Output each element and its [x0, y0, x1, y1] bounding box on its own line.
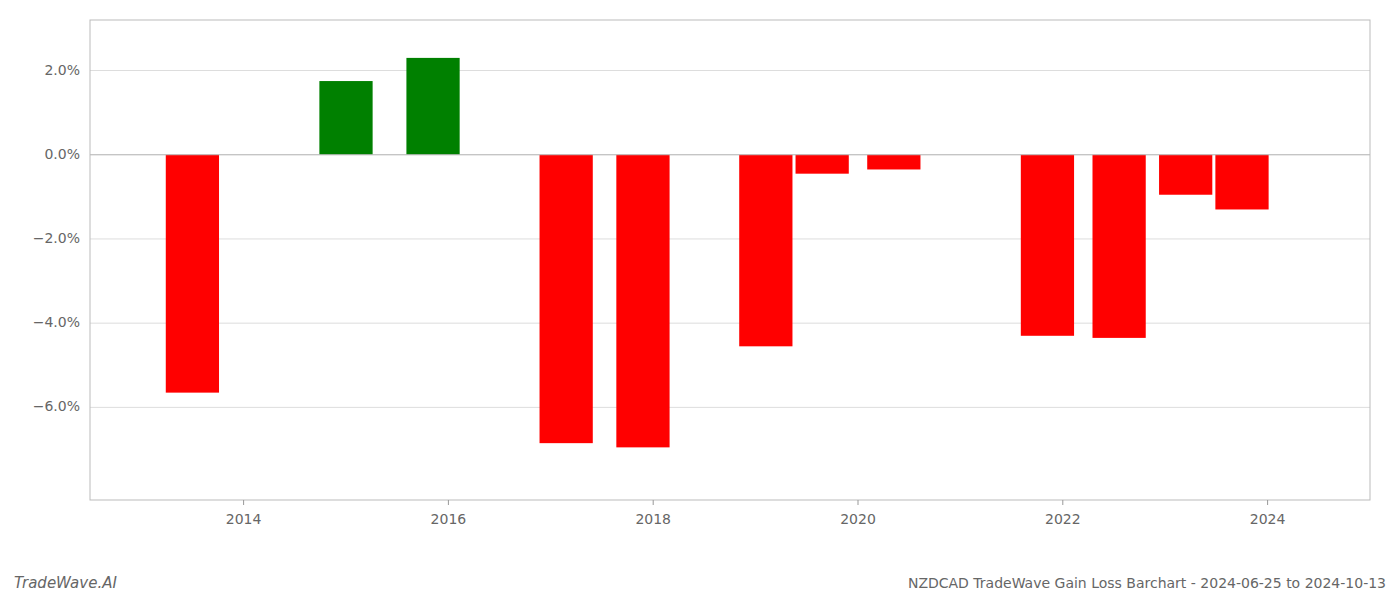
bar [1021, 155, 1074, 336]
bar [739, 155, 792, 347]
title: NZDCAD TradeWave Gain Loss Barchart - 20… [908, 575, 1386, 591]
x-tick [448, 500, 449, 505]
x-tick [653, 500, 654, 505]
bar [319, 81, 372, 155]
y-tick-label: 0.0% [44, 146, 80, 162]
bar [1159, 155, 1212, 195]
bar [796, 155, 849, 174]
grid-line [90, 238, 1370, 239]
x-tick [1062, 500, 1063, 505]
x-tick [858, 500, 859, 505]
x-tick-label: 2022 [1045, 511, 1081, 527]
x-tick-label: 2020 [840, 511, 876, 527]
chart: −6.0% −4.0% −2.0% 0.0% 2.0% 2014 2016 2018 2020 2… [0, 0, 1400, 600]
bar [616, 155, 669, 448]
y-tick-label: −2.0% [33, 230, 80, 246]
x-tick-label: 2016 [431, 511, 467, 527]
x-tick-label: 2018 [635, 511, 671, 527]
bar [406, 58, 459, 155]
x-tick [1267, 500, 1268, 505]
grid-line [90, 154, 1370, 155]
grid-line [90, 323, 1370, 324]
bar [1092, 155, 1145, 338]
watermark: TradeWave.AI [14, 574, 117, 592]
bar [540, 155, 593, 443]
background [0, 0, 1400, 600]
bar [867, 155, 920, 170]
bar [1215, 155, 1268, 210]
y-tick-label: −6.0% [33, 398, 80, 414]
zero-line [90, 154, 1370, 155]
y-tick-label: 2.0% [44, 62, 80, 78]
bar [166, 155, 219, 393]
x-tick-label: 2014 [226, 511, 262, 527]
plot-frame [90, 20, 1370, 500]
grid-line [90, 70, 1370, 71]
y-tick-label: −4.0% [33, 314, 80, 330]
x-tick [243, 500, 244, 505]
grid-line [90, 407, 1370, 408]
bars [166, 58, 1269, 447]
x-tick-label: 2024 [1250, 511, 1286, 527]
